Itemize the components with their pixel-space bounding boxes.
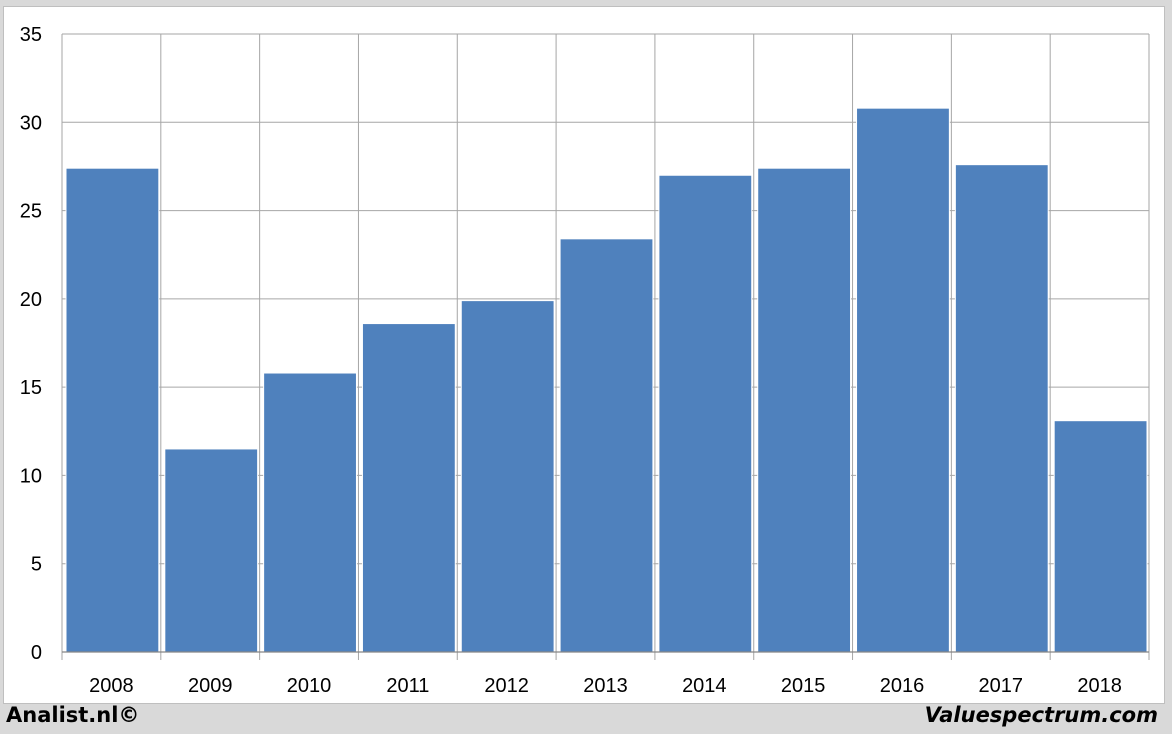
bar-2015 — [757, 167, 852, 653]
y-tick-label: 35 — [20, 24, 42, 46]
x-tick-label: 2010 — [287, 675, 332, 697]
y-tick-labels: 0 5 10 15 20 25 30 35 — [20, 24, 42, 664]
bar-2008 — [65, 167, 160, 653]
bar-2017 — [954, 164, 1049, 653]
x-tick-label: 2018 — [1077, 675, 1122, 697]
bar-2013 — [559, 238, 654, 653]
x-tick-label: 2017 — [979, 675, 1024, 697]
y-tick-label: 30 — [20, 112, 42, 134]
footer-source-label: Analist.nl© — [6, 703, 140, 727]
x-tick-label: 2016 — [880, 675, 925, 697]
y-tick-label: 15 — [20, 377, 42, 399]
y-tick-label: 0 — [31, 642, 42, 664]
x-tick-label: 2013 — [583, 675, 628, 697]
bar-2014 — [658, 174, 753, 653]
x-tick-label: 2009 — [188, 675, 233, 697]
x-tick-label: 2014 — [682, 675, 727, 697]
bar-2011 — [361, 323, 456, 653]
bar-2012 — [460, 300, 555, 653]
x-tick-label: 2015 — [781, 675, 826, 697]
bars — [65, 107, 1148, 653]
x-tick-labels: 2008 2009 2010 2011 2012 2013 2014 2015 2016 2017… — [89, 675, 1122, 697]
y-tick-label: 10 — [20, 465, 42, 487]
bar-2018 — [1053, 420, 1148, 653]
y-tick-label: 25 — [20, 201, 42, 223]
bar-2016 — [856, 107, 950, 653]
x-tick-label: 2008 — [89, 675, 134, 697]
x-tick-label: 2012 — [484, 675, 529, 697]
y-tick-label: 20 — [20, 289, 42, 311]
bar-2010 — [263, 372, 357, 653]
x-tick-label: 2011 — [386, 675, 429, 697]
y-tick-label: 5 — [31, 554, 42, 576]
footer-site-label: Valuespectrum.com — [924, 703, 1158, 727]
bar-2009 — [164, 448, 259, 653]
